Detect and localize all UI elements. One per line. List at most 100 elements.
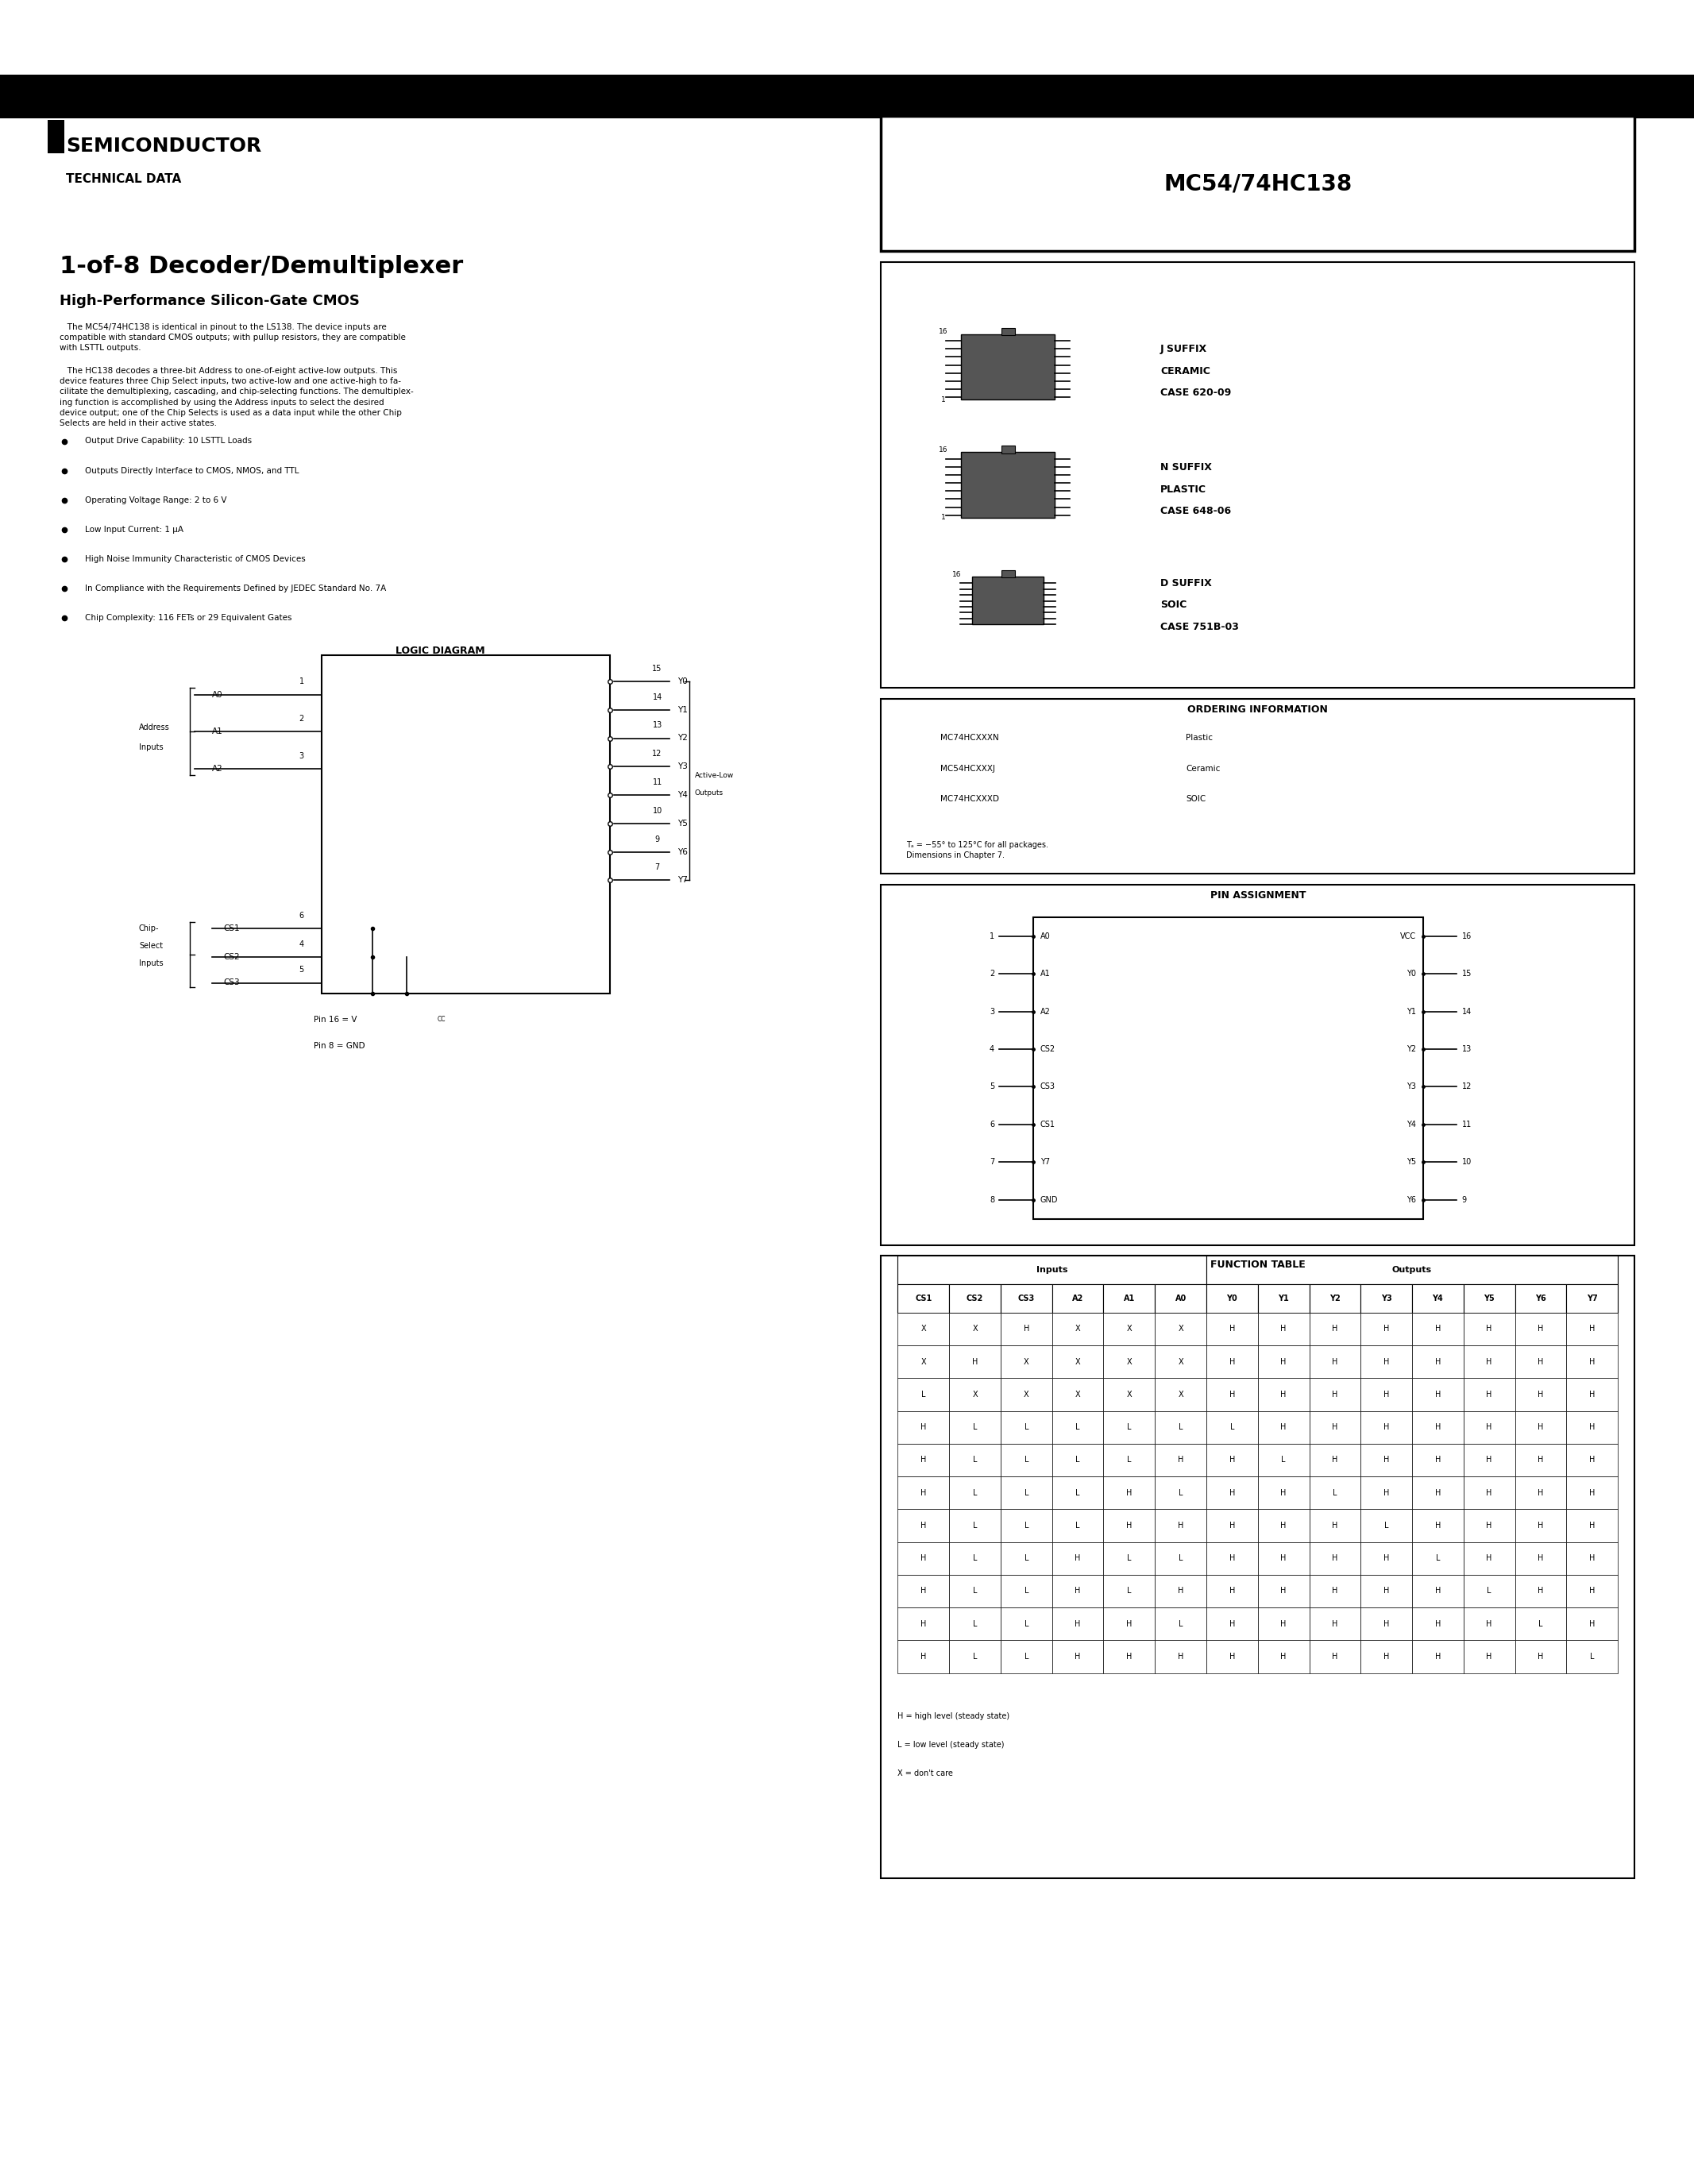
Bar [1257, 1444, 1309, 1476]
Bar [1001, 1607, 1052, 1640]
Bar [949, 1476, 1001, 1509]
Text: H: H [1589, 1489, 1596, 1496]
Bar [1103, 1345, 1155, 1378]
Text: L: L [1025, 1489, 1028, 1496]
Text: L: L [1127, 1424, 1132, 1431]
Text: L: L [1127, 1555, 1132, 1562]
Bar [1206, 1575, 1259, 1607]
Text: L: L [1025, 1424, 1028, 1431]
Bar [1052, 1476, 1103, 1509]
Bar [1567, 1411, 1618, 1444]
Text: H: H [1331, 1621, 1338, 1627]
Text: H: H [1435, 1457, 1440, 1463]
Text: H: H [1589, 1358, 1596, 1365]
Bar [949, 1509, 1001, 1542]
Bar [1155, 1640, 1206, 1673]
Text: H: H [1486, 1653, 1492, 1660]
Text: Y0: Y0 [1226, 1295, 1238, 1302]
Text: 5: 5 [989, 1083, 994, 1090]
Bar [1155, 1345, 1206, 1378]
Bar [1052, 1378, 1103, 1411]
Text: Y2: Y2 [1406, 1046, 1416, 1053]
Text: H: H [1486, 1391, 1492, 1398]
Bar [1567, 1607, 1618, 1640]
Bar [1413, 1444, 1464, 1476]
Bar [962, 452, 1055, 518]
Bar [1052, 1575, 1103, 1607]
Text: H: H [1331, 1358, 1338, 1365]
Text: H: H [920, 1522, 927, 1529]
Text: ORDERING INFORMATION: ORDERING INFORMATION [1187, 705, 1328, 714]
Bar [949, 1640, 1001, 1673]
Bar [1309, 1411, 1360, 1444]
Text: L: L [1025, 1555, 1028, 1562]
Text: H: H [1384, 1621, 1389, 1627]
Text: H: H [1538, 1522, 1543, 1529]
Bar [1103, 1509, 1155, 1542]
Text: H: H [1230, 1391, 1235, 1398]
Bar [1103, 1313, 1155, 1345]
Text: TECHNICAL DATA: TECHNICAL DATA [66, 173, 181, 186]
Text: H: H [1435, 1424, 1440, 1431]
Text: L: L [1076, 1522, 1081, 1529]
Bar [1360, 1542, 1413, 1575]
Bar [1206, 1284, 1259, 1313]
Text: 8: 8 [989, 1197, 994, 1203]
Text: A0: A0 [212, 690, 222, 699]
Bar [1309, 1607, 1360, 1640]
Text: A2: A2 [212, 764, 222, 773]
Text: L: L [1127, 1588, 1132, 1594]
Bar [1567, 1542, 1618, 1575]
Text: 3: 3 [989, 1007, 994, 1016]
Bar [1567, 1444, 1618, 1476]
Bar [881, 1256, 1635, 1878]
Text: X: X [972, 1391, 977, 1398]
Text: MC74HCXXXD: MC74HCXXXD [940, 795, 999, 804]
Bar [1413, 1411, 1464, 1444]
Text: H: H [1230, 1358, 1235, 1365]
Text: 7: 7 [989, 1158, 994, 1166]
Bar [1567, 1345, 1618, 1378]
Text: 10: 10 [652, 806, 662, 815]
Text: Y6: Y6 [678, 847, 688, 856]
Text: Chip Complexity: 116 FETs or 29 Equivalent Gates: Chip Complexity: 116 FETs or 29 Equivale… [85, 614, 291, 622]
Bar [1309, 1640, 1360, 1673]
Bar [322, 655, 610, 994]
Text: Inputs: Inputs [139, 743, 163, 751]
Text: 5: 5 [300, 965, 303, 974]
Text: L: L [1538, 1621, 1543, 1627]
Bar [898, 1313, 949, 1345]
Text: H: H [1076, 1588, 1081, 1594]
Bar [1103, 1284, 1155, 1313]
Text: H: H [1589, 1424, 1596, 1431]
Text: H: H [1538, 1457, 1543, 1463]
Text: H: H [1384, 1653, 1389, 1660]
Text: CS3: CS3 [224, 978, 241, 987]
Text: H: H [1076, 1653, 1081, 1660]
Text: CASE 620-09: CASE 620-09 [1160, 389, 1232, 397]
Text: CS3: CS3 [1018, 1295, 1035, 1302]
Text: H: H [1127, 1489, 1132, 1496]
Bar [898, 1575, 949, 1607]
Bar [1257, 1575, 1309, 1607]
Text: H: H [1384, 1555, 1389, 1562]
Text: H: H [1486, 1358, 1492, 1365]
Bar [1001, 328, 1015, 336]
Bar [0, 74, 1694, 118]
Text: Y7: Y7 [1040, 1158, 1050, 1166]
Text: L: L [972, 1555, 977, 1562]
Bar [1514, 1509, 1567, 1542]
Text: H: H [1230, 1555, 1235, 1562]
Bar [1413, 1509, 1464, 1542]
Text: X: X [1076, 1326, 1081, 1332]
Text: H: H [1589, 1326, 1596, 1332]
Text: Plastic: Plastic [1186, 734, 1213, 743]
Bar [1567, 1509, 1618, 1542]
Bar [1309, 1313, 1360, 1345]
Text: L: L [1025, 1588, 1028, 1594]
Bar [1413, 1640, 1464, 1673]
Bar [1001, 1284, 1052, 1313]
Text: CS2: CS2 [967, 1295, 984, 1302]
Bar [1206, 1640, 1259, 1673]
Bar [1001, 1640, 1052, 1673]
